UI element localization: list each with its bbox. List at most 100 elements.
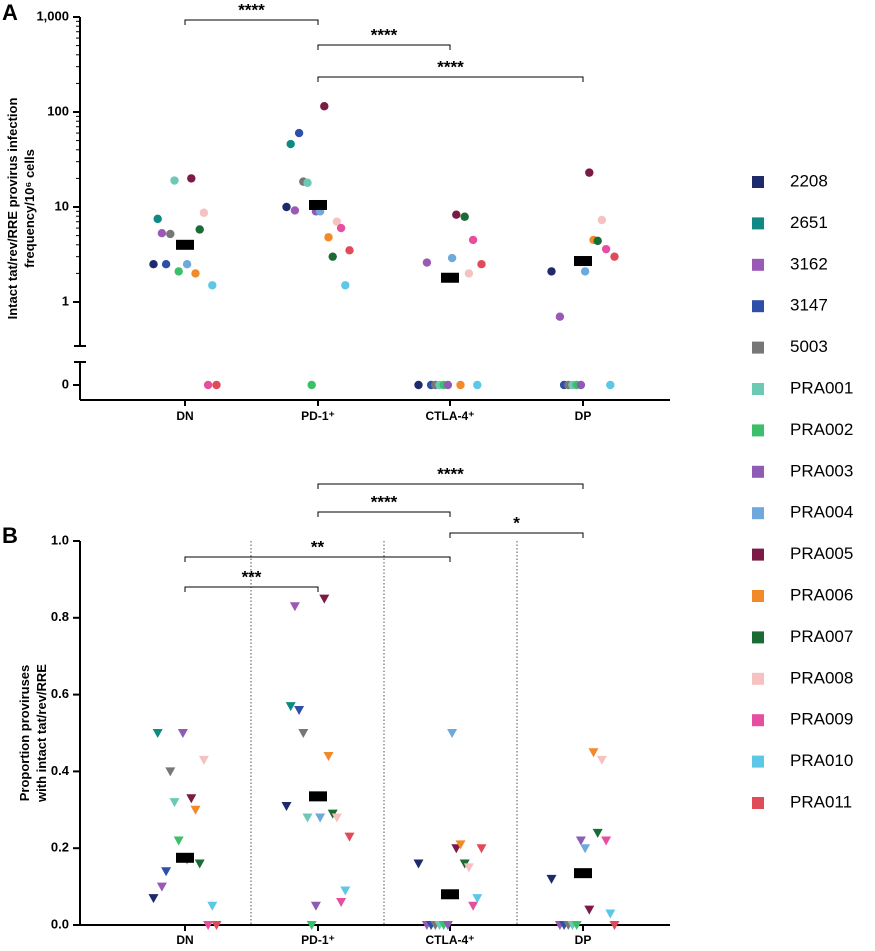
- point: [290, 206, 300, 215]
- legend-label: PRA002: [790, 420, 853, 439]
- x-tick-label: DN: [176, 409, 193, 423]
- mean-bar: [176, 239, 194, 250]
- mean-bar: [441, 889, 459, 900]
- legend-label: PRA007: [790, 627, 853, 646]
- point: [331, 813, 342, 823]
- point: [285, 702, 296, 712]
- y-tick-label: 0.4: [51, 763, 70, 778]
- significance: ****: [437, 464, 464, 483]
- point: [323, 752, 334, 762]
- legend-label: PRA010: [790, 751, 853, 770]
- point: [345, 246, 354, 255]
- point: [153, 214, 162, 224]
- point: [585, 168, 594, 177]
- point: [610, 252, 619, 261]
- point: [576, 380, 586, 390]
- y-tick-label: 1,000: [36, 8, 69, 23]
- point: [472, 894, 483, 904]
- point: [173, 836, 184, 846]
- y-axis-label-line: Proportion proviruses: [17, 665, 32, 802]
- legend-swatch: [752, 755, 764, 768]
- point: [208, 281, 217, 290]
- point: [199, 208, 209, 217]
- point: [443, 380, 453, 390]
- point: [302, 813, 313, 823]
- point: [203, 921, 214, 930]
- point: [414, 380, 423, 390]
- point: [161, 259, 171, 269]
- point: [315, 813, 326, 823]
- point: [182, 259, 192, 269]
- point: [169, 798, 180, 808]
- y-tick-label: 1.0: [51, 532, 69, 547]
- significance: ****: [437, 57, 464, 76]
- x-tick-label: PD-1⁺: [301, 409, 335, 423]
- point: [476, 844, 487, 854]
- point: [306, 921, 317, 930]
- point: [468, 235, 478, 245]
- x-tick-label: CTLA-4⁺: [426, 933, 475, 947]
- bracket: [317, 483, 584, 489]
- legend-swatch: [752, 797, 764, 809]
- point: [303, 178, 312, 187]
- point: [148, 894, 159, 904]
- legend-label: 5003: [790, 337, 828, 356]
- mean-bar: [574, 256, 592, 267]
- y-tick-label: 0: [62, 376, 69, 391]
- point: [442, 921, 453, 930]
- point: [336, 897, 347, 907]
- legend-swatch: [752, 672, 764, 685]
- legend-swatch: [752, 714, 764, 727]
- point: [152, 729, 163, 738]
- point: [447, 729, 458, 738]
- legend-swatch: [752, 300, 764, 313]
- x-tick-label: CTLA-4⁺: [426, 409, 475, 423]
- y-axis-label: Proportion proviruses with intact tat/rev…: [17, 664, 49, 803]
- point: [580, 267, 590, 276]
- point: [332, 217, 342, 226]
- x-tick-label: DP: [575, 933, 592, 947]
- point: [177, 729, 188, 738]
- significance: **: [311, 537, 325, 556]
- point: [157, 228, 167, 238]
- bracket: [449, 532, 584, 538]
- point: [422, 258, 432, 267]
- bracket: [317, 76, 584, 82]
- legend-label: PRA006: [790, 585, 853, 604]
- legend-swatch: [752, 590, 764, 602]
- point: [294, 128, 304, 138]
- legend-swatch: [752, 507, 764, 520]
- point: [298, 729, 309, 738]
- point: [194, 859, 205, 869]
- significance: ****: [238, 0, 265, 19]
- point: [447, 253, 457, 263]
- legend-swatch: [752, 341, 764, 354]
- point: [198, 755, 209, 765]
- y-tick-label: 0.0: [51, 916, 69, 931]
- point: [166, 229, 175, 239]
- mean-bar: [441, 272, 459, 283]
- point: [460, 212, 469, 221]
- point: [320, 102, 329, 111]
- point: [593, 236, 602, 246]
- point: [170, 176, 179, 185]
- point: [211, 921, 222, 930]
- point: [286, 139, 295, 149]
- point: [580, 844, 591, 854]
- point: [307, 380, 316, 390]
- legend-label: 2651: [790, 213, 828, 232]
- mean-bar: [574, 868, 592, 879]
- point: [328, 252, 337, 261]
- point: [207, 901, 218, 911]
- point: [601, 244, 611, 254]
- point: [294, 705, 305, 715]
- point: [468, 901, 479, 911]
- point: [324, 233, 333, 242]
- significance: ***: [242, 567, 262, 586]
- legend-label: PRA004: [790, 503, 853, 522]
- legend-label: PRA008: [790, 668, 853, 687]
- point: [149, 259, 158, 269]
- legend-label: PRA009: [790, 710, 853, 729]
- y-tick-label: 0.8: [51, 609, 69, 624]
- bracket: [184, 19, 319, 25]
